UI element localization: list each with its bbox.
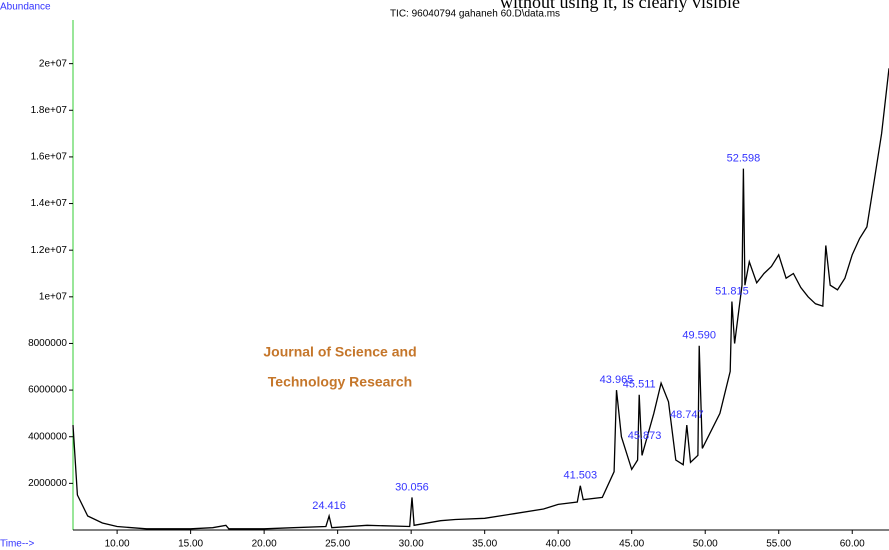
x-tick-label: 60.00 [840, 539, 865, 550]
x-tick-label: 35.00 [472, 539, 497, 550]
y-axis-label: Abundance [0, 2, 51, 13]
x-tick-label: 20.00 [252, 539, 277, 550]
x-tick-label: 55.00 [766, 539, 791, 550]
y-tick-label: 1.6e+07 [31, 152, 68, 163]
y-tick-label: 1e+07 [39, 291, 68, 302]
y-tick-label: 1.2e+07 [31, 245, 68, 256]
y-tick-label: 6000000 [28, 385, 67, 396]
peak-label: 30.056 [395, 481, 429, 493]
watermark: Journal of Science and [263, 344, 416, 360]
y-tick-label: 8000000 [28, 338, 67, 349]
y-tick-label: 4000000 [28, 431, 67, 442]
peak-label: 45.511 [623, 379, 656, 391]
peak-label: 43.965 [600, 374, 634, 386]
peak-label: 48.747 [670, 409, 704, 421]
x-tick-label: 15.00 [178, 539, 203, 550]
y-tick-label: 2e+07 [39, 58, 68, 69]
y-tick-label: 2000000 [28, 478, 67, 489]
peak-label: 41.503 [563, 470, 597, 482]
x-axis-label: Time--> [0, 539, 35, 550]
x-tick-label: 40.00 [546, 539, 571, 550]
chart-title: TIC: 96040794 gahaneh 60.D\data.ms [390, 9, 560, 20]
top-text: without using it, is clearly visible [500, 0, 740, 12]
tic-line [72, 68, 889, 530]
peak-label: 52.598 [727, 152, 761, 164]
peak-label: 49.590 [682, 330, 716, 342]
x-tick-label: 45.00 [619, 539, 644, 550]
y-tick-label: 1.8e+07 [31, 105, 68, 116]
x-tick-label: 10.00 [105, 539, 130, 550]
x-tick-label: 50.00 [693, 539, 718, 550]
x-tick-label: 30.00 [399, 539, 424, 550]
peak-label: 45.873 [628, 430, 662, 442]
peak-label: 51.815 [715, 285, 749, 297]
peak-label: 24.416 [312, 500, 346, 512]
y-tick-label: 1.4e+07 [31, 198, 68, 209]
x-tick-label: 25.00 [325, 539, 350, 550]
watermark: Technology Research [268, 374, 412, 390]
